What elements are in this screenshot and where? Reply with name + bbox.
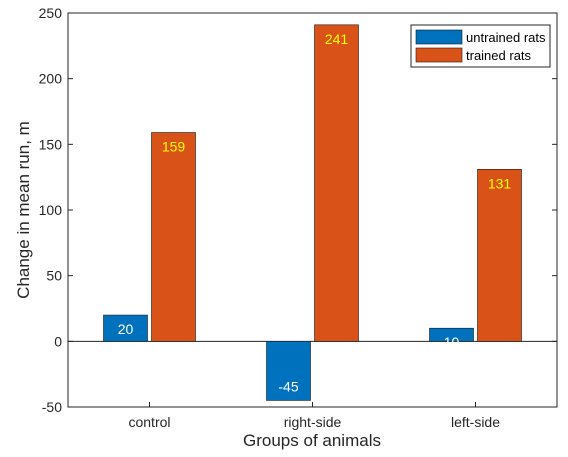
data-label: 10: [444, 334, 460, 350]
y-tick-label: 200: [39, 71, 63, 87]
y-axis: -50 0 50 100 150 200 250: [39, 5, 557, 415]
data-label: 241: [325, 31, 349, 47]
bar-untrained-left-side: [429, 327, 474, 342]
x-tick-label: left-side: [451, 414, 500, 430]
legend-swatch-untrained: [415, 29, 463, 45]
y-tick-label: 150: [39, 136, 63, 152]
legend-label: untrained rats: [466, 30, 546, 45]
legend-swatch-trained: [415, 47, 463, 63]
data-label: 159: [162, 139, 186, 155]
data-label: 131: [488, 175, 512, 191]
data-label: 20: [118, 321, 134, 337]
x-axis-title: Groups of animals: [243, 431, 381, 450]
data-label: -45: [278, 378, 298, 394]
bar-untrained-control: [103, 314, 148, 342]
y-tick-label: 50: [46, 268, 62, 284]
data-labels-group: 20 159 -45 241 10 131: [118, 31, 512, 395]
bar-trained-control: [151, 132, 196, 342]
bars-group: [103, 24, 522, 401]
bar-untrained-right-side: [266, 341, 311, 401]
y-tick-label: 100: [39, 202, 63, 218]
y-tick-label: 0: [54, 333, 62, 349]
bar-trained-right-side: [314, 24, 359, 342]
y-tick-label: 250: [39, 5, 63, 21]
bar-trained-left-side: [477, 168, 522, 342]
y-tick-label: -50: [42, 399, 62, 415]
legend: untrained rats trained rats: [410, 24, 551, 68]
x-tick-label: control: [128, 414, 170, 430]
legend-label: trained rats: [466, 48, 532, 63]
x-axis: control right-side left-side: [128, 402, 500, 430]
x-tick-label: right-side: [284, 414, 342, 430]
y-axis-title: Change in mean run, m: [14, 121, 33, 299]
